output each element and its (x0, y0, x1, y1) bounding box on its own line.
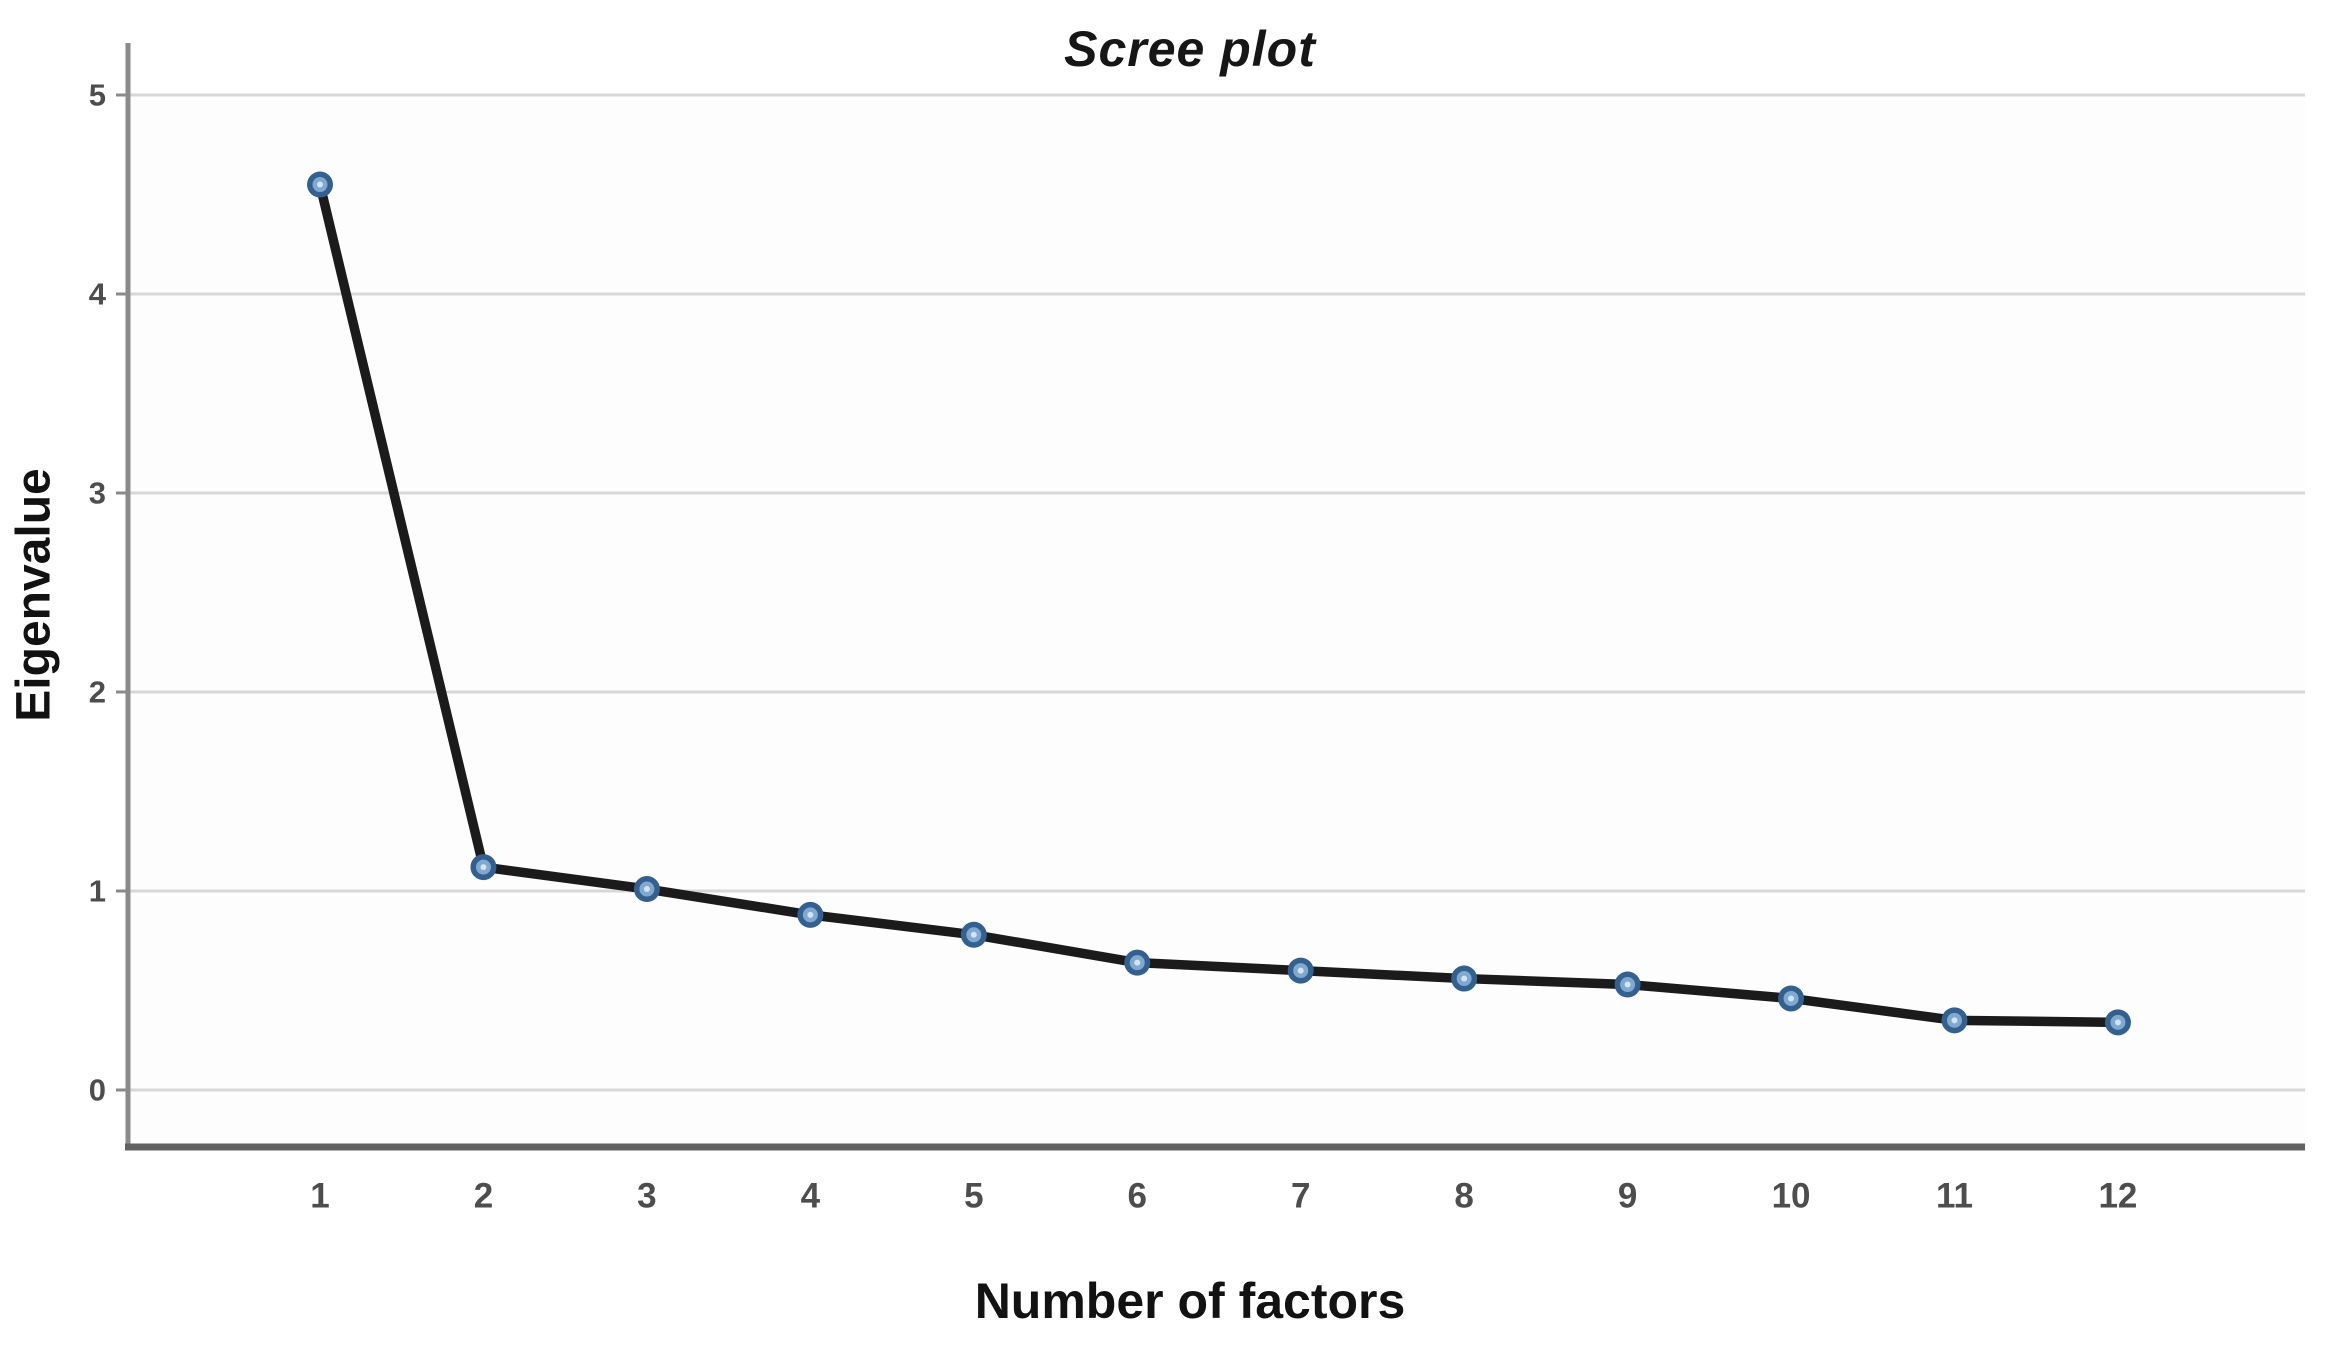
x-tick-label-8: 8 (1454, 1177, 1473, 1216)
x-tick-label-7: 7 (1291, 1177, 1310, 1216)
y-tick-label: 3 (89, 476, 106, 511)
data-point-center-3 (643, 886, 650, 893)
x-tick-label-10: 10 (1772, 1177, 1811, 1216)
data-point-center-8 (1461, 975, 1468, 982)
data-point-center-5 (970, 931, 977, 938)
x-tick-label-2: 2 (474, 1177, 493, 1216)
data-point-center-4 (807, 911, 814, 918)
y-tick-label: 5 (89, 78, 106, 113)
x-tick-label-1: 1 (310, 1177, 329, 1216)
plot-area-background (128, 95, 2305, 1147)
data-point-center-6 (1134, 959, 1141, 966)
data-point-center-1 (317, 181, 323, 188)
scree-line (315, 179, 2123, 1028)
x-tick-label-4: 4 (801, 1177, 821, 1216)
data-point-center-2 (480, 864, 487, 871)
y-tick-label: 0 (89, 1073, 106, 1108)
x-tick-label-3: 3 (637, 1177, 656, 1216)
data-point-center-7 (1297, 967, 1304, 974)
x-axis-title: Number of factors (974, 1273, 1406, 1329)
x-tick-label-9: 9 (1618, 1177, 1637, 1216)
y-tick-label: 1 (89, 874, 106, 909)
data-point-center-9 (1624, 981, 1631, 988)
x-tick-label-12: 12 (2098, 1177, 2137, 1216)
x-tick-label-6: 6 (1128, 1177, 1147, 1216)
y-tick-label: 4 (89, 277, 107, 312)
x-tick-label-5: 5 (964, 1177, 983, 1216)
y-tick-label: 2 (89, 675, 106, 710)
data-point-center-12 (2114, 1019, 2121, 1026)
chart-title: Scree plot (1064, 21, 1316, 77)
data-point-center-11 (1951, 1017, 1958, 1024)
data-point-center-10 (1788, 995, 1795, 1002)
x-tick-label-11: 11 (1936, 1177, 1973, 1216)
